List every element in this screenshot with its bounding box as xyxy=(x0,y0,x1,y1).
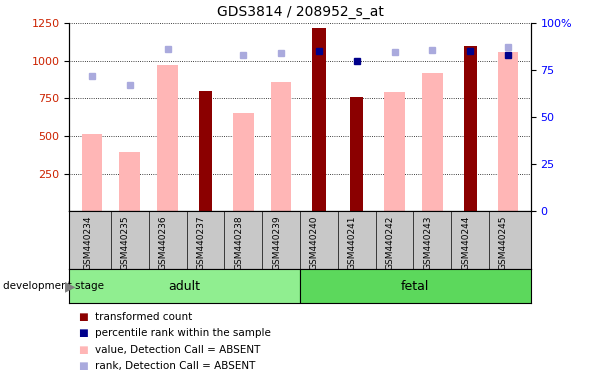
Text: fetal: fetal xyxy=(401,280,429,293)
Text: adult: adult xyxy=(169,280,201,293)
Bar xyxy=(69,269,300,303)
Text: GSM440245: GSM440245 xyxy=(499,216,508,270)
Text: GSM440244: GSM440244 xyxy=(461,216,470,270)
Bar xyxy=(300,269,531,303)
Text: GSM440243: GSM440243 xyxy=(423,216,432,270)
Bar xyxy=(199,91,212,211)
Bar xyxy=(271,82,291,211)
Text: GSM440238: GSM440238 xyxy=(235,216,243,270)
Bar xyxy=(119,152,140,211)
Bar xyxy=(422,73,443,211)
Text: GSM440240: GSM440240 xyxy=(310,216,319,270)
Text: GSM440237: GSM440237 xyxy=(197,216,206,270)
Text: ■: ■ xyxy=(78,328,88,338)
Bar xyxy=(233,113,254,211)
Text: ■: ■ xyxy=(78,345,88,355)
Bar xyxy=(464,46,477,211)
Title: GDS3814 / 208952_s_at: GDS3814 / 208952_s_at xyxy=(216,5,384,19)
Text: ■: ■ xyxy=(78,361,88,371)
Text: development stage: development stage xyxy=(3,281,104,291)
Bar xyxy=(350,97,364,211)
Text: GSM440236: GSM440236 xyxy=(159,216,168,270)
Text: percentile rank within the sample: percentile rank within the sample xyxy=(95,328,271,338)
Bar xyxy=(157,65,178,211)
Bar xyxy=(81,134,103,211)
Text: ■: ■ xyxy=(78,312,88,322)
Bar xyxy=(312,28,326,211)
Text: GSM440241: GSM440241 xyxy=(348,216,357,270)
Text: transformed count: transformed count xyxy=(95,312,192,322)
Text: ▶: ▶ xyxy=(65,279,76,293)
Bar xyxy=(384,92,405,211)
Text: GSM440235: GSM440235 xyxy=(121,216,130,270)
Text: rank, Detection Call = ABSENT: rank, Detection Call = ABSENT xyxy=(95,361,256,371)
Text: GSM440239: GSM440239 xyxy=(272,216,281,270)
Text: GSM440242: GSM440242 xyxy=(385,216,394,270)
Text: value, Detection Call = ABSENT: value, Detection Call = ABSENT xyxy=(95,345,260,355)
Text: GSM440234: GSM440234 xyxy=(83,216,92,270)
Bar xyxy=(497,51,519,211)
